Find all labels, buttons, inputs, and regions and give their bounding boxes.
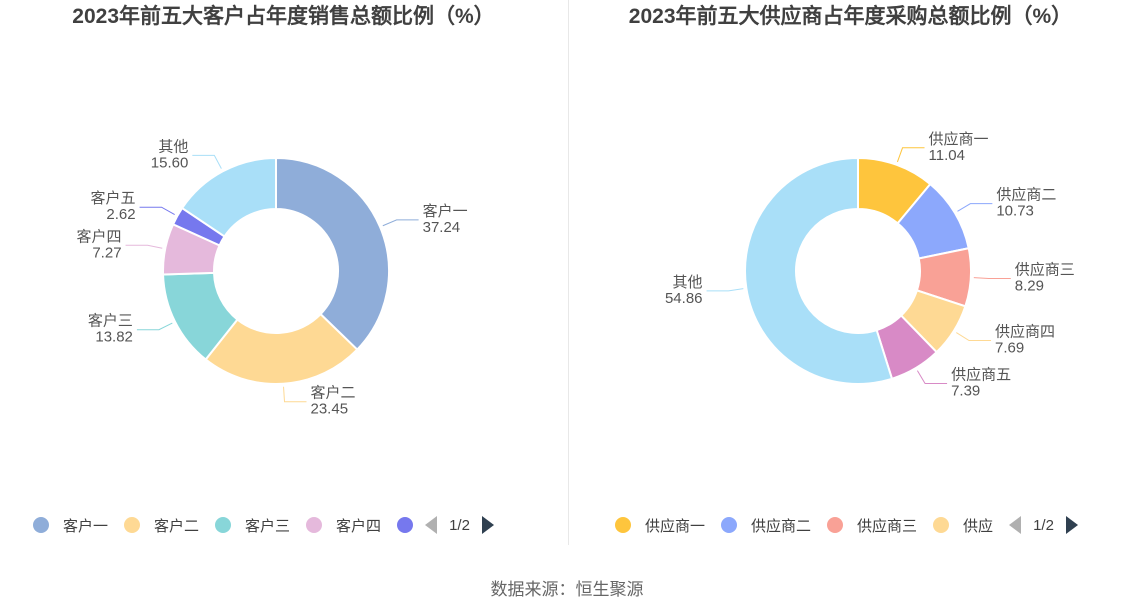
slice-value-label: 7.27 (92, 244, 121, 261)
slice-value-label: 10.73 (996, 203, 1034, 220)
pie-slice[interactable] (744, 156, 894, 385)
label-leader-line (957, 203, 993, 212)
slice-value-label: 7.69 (995, 340, 1024, 357)
legend-marker (306, 517, 323, 533)
slice-value-label: 54.86 (665, 290, 703, 307)
legend-page-indicator: 1/2 (1033, 516, 1054, 534)
legend-label: 供应商二 (751, 517, 812, 535)
legend-label: 客户一 (63, 517, 109, 535)
legend-marker (215, 517, 232, 533)
slice-category-label: 供应商四 (995, 323, 1055, 341)
legend-item[interactable]: 客户四 (306, 515, 381, 536)
pie-slice[interactable] (180, 156, 277, 238)
customer-chart-panel: 2023年前五大客户占年度销售总额比例（%） 客户一 37.24 客户二 23.45 客… (0, 0, 567, 560)
next-page-icon[interactable] (481, 516, 494, 534)
legend-marker (933, 517, 950, 533)
slice-category-label: 客户二 (311, 385, 356, 402)
slice-value-label: 7.39 (951, 383, 980, 400)
legend-item[interactable]: 客户一 (33, 515, 108, 536)
label-leader-line (956, 332, 992, 342)
supplier-chart-panel: 2023年前五大供应商占年度采购总额比例（%） 供应商一 11.04 供应商二 10.… (567, 0, 1134, 560)
slice-category-label: 供应商一 (929, 130, 989, 148)
chart-legend: 客户一 客户二 客户三 客户四 1/2 (33, 512, 494, 538)
label-leader-line (125, 244, 163, 249)
legend-item[interactable]: 供应商一 (615, 515, 705, 536)
legend-item[interactable]: 客户二 (124, 515, 199, 536)
chart-legend: 供应商一 供应商二 供应商三 供应 1/2 (615, 512, 1078, 538)
label-leader-line (283, 386, 307, 403)
slice-category-label: 客户四 (77, 228, 122, 245)
legend-item[interactable]: 供应商三 (827, 515, 917, 536)
next-page-icon[interactable] (1065, 516, 1078, 534)
legend-marker (124, 517, 141, 533)
slice-value-label: 8.29 (1015, 278, 1044, 295)
slice-value-label: 23.45 (311, 401, 349, 418)
panel-divider (568, 0, 569, 545)
legend-item[interactable]: 客户三 (215, 515, 290, 536)
slice-value-label: 15.60 (151, 154, 189, 171)
label-leader-line (973, 277, 1011, 280)
chart-title: 2023年前五大供应商占年度采购总额比例（%） (628, 5, 1073, 28)
slice-category-label: 供应商二 (996, 186, 1056, 204)
legend-label: 客户二 (154, 517, 200, 535)
pie-slice[interactable] (204, 312, 359, 385)
slice-category-label: 供应商五 (951, 366, 1011, 384)
legend-label: 供应 (963, 517, 994, 535)
label-leader-line (136, 322, 173, 331)
legend-pager: 1/2 (1009, 516, 1078, 534)
slice-category-label: 客户一 (423, 203, 468, 220)
legend-item[interactable]: 供应商二 (721, 515, 811, 536)
legend-marker (827, 517, 844, 533)
label-leader-line (916, 370, 948, 385)
legend-label: 客户三 (245, 517, 291, 535)
label-leader-line (706, 288, 744, 292)
data-source-note: 数据来源：恒生聚源 (490, 580, 644, 599)
chart-title: 2023年前五大客户占年度销售总额比例（%） (72, 5, 495, 28)
label-leader-line (139, 206, 175, 215)
label-leader-line (192, 154, 222, 169)
legend-marker (615, 517, 631, 533)
label-leader-line (382, 219, 419, 227)
legend-label: 客户四 (336, 517, 382, 535)
slice-category-label: 其他 (158, 138, 188, 155)
legend-pager: 1/2 (425, 516, 494, 534)
legend-marker (33, 517, 49, 533)
legend-marker (721, 517, 738, 533)
slice-value-label: 37.24 (423, 219, 461, 236)
legend-marker (397, 517, 414, 533)
slice-category-label: 客户三 (88, 313, 133, 330)
legend-item[interactable]: 供应 (933, 515, 993, 536)
prev-page-icon[interactable] (1009, 516, 1022, 534)
legend-label: 供应商三 (857, 517, 918, 535)
slice-category-label: 供应商三 (1015, 261, 1075, 279)
slice-category-label: 其他 (673, 274, 703, 291)
slice-value-label: 11.04 (929, 147, 965, 164)
prev-page-icon[interactable] (425, 516, 438, 534)
slice-value-label: 13.82 (95, 329, 133, 346)
label-leader-line (896, 147, 925, 163)
pie-slice[interactable] (275, 156, 390, 352)
legend-label: 供应商一 (645, 517, 706, 535)
slice-category-label: 客户五 (91, 190, 136, 207)
legend-page-indicator: 1/2 (449, 516, 470, 534)
slice-value-label: 2.62 (106, 206, 135, 223)
